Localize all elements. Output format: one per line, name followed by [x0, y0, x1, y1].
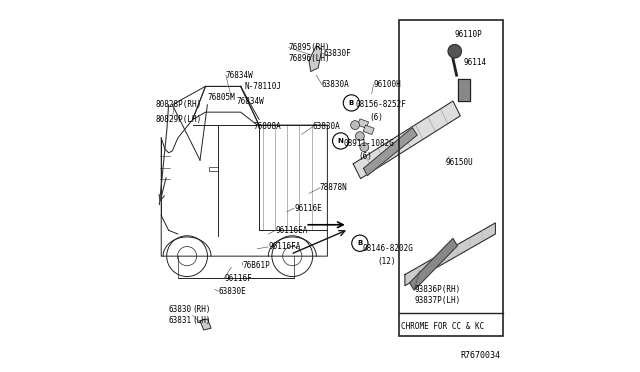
Text: 63830: 63830	[168, 305, 192, 314]
Text: 76805M: 76805M	[207, 93, 235, 102]
Text: 76834W: 76834W	[237, 97, 265, 106]
Circle shape	[351, 121, 360, 129]
Text: 93836P(RH): 93836P(RH)	[414, 285, 460, 294]
Text: N: N	[338, 138, 344, 144]
Text: R7670034: R7670034	[460, 351, 500, 360]
Text: 63830F: 63830F	[324, 49, 351, 58]
Text: 80828P(RH): 80828P(RH)	[156, 100, 202, 109]
Text: 76B61P: 76B61P	[243, 261, 270, 270]
Text: (LH): (LH)	[193, 316, 211, 325]
Text: 78878N: 78878N	[320, 183, 348, 192]
Text: 96116E: 96116E	[294, 203, 322, 213]
Text: 08156-8252F: 08156-8252F	[355, 100, 406, 109]
Text: (6): (6)	[359, 152, 372, 161]
Circle shape	[360, 143, 369, 152]
Text: 96116F: 96116F	[224, 274, 252, 283]
Text: N-78110J: N-78110J	[244, 82, 282, 91]
Polygon shape	[200, 319, 211, 330]
Bar	[399, 20, 503, 336]
Text: (RH): (RH)	[193, 305, 211, 314]
Circle shape	[352, 235, 368, 251]
Polygon shape	[458, 79, 470, 101]
Text: 63830A: 63830A	[322, 80, 349, 89]
Bar	[358, 119, 369, 128]
Polygon shape	[405, 223, 495, 286]
Circle shape	[448, 45, 461, 58]
Text: 96110P: 96110P	[455, 30, 483, 39]
Text: 63830A: 63830A	[312, 122, 340, 131]
Text: 76896(LH): 76896(LH)	[289, 54, 330, 63]
Bar	[363, 125, 374, 135]
Polygon shape	[410, 238, 458, 290]
Text: B: B	[349, 100, 354, 106]
Text: 63831: 63831	[168, 316, 192, 325]
Text: 93837P(LH): 93837P(LH)	[414, 296, 460, 305]
Text: 80829P(LH): 80829P(LH)	[156, 115, 202, 124]
Text: 08146-8202G: 08146-8202G	[362, 244, 413, 253]
Polygon shape	[364, 128, 417, 176]
Text: 63830E: 63830E	[218, 287, 246, 296]
Text: 96116EA: 96116EA	[276, 226, 308, 235]
Circle shape	[355, 132, 364, 141]
Text: (6): (6)	[370, 113, 384, 122]
Text: 76834W: 76834W	[226, 71, 253, 80]
Text: 08911-1082G: 08911-1082G	[344, 139, 395, 148]
Text: 76895(RH): 76895(RH)	[289, 43, 330, 52]
Circle shape	[343, 95, 360, 111]
Text: B: B	[357, 240, 362, 246]
Text: 96150U: 96150U	[445, 157, 474, 167]
Polygon shape	[309, 46, 322, 71]
Bar	[209, 167, 218, 171]
Text: 96116FA: 96116FA	[268, 243, 301, 251]
Text: 76808A: 76808A	[253, 122, 282, 131]
Text: 96100H: 96100H	[374, 80, 401, 89]
Text: (12): (12)	[377, 257, 396, 266]
Circle shape	[333, 133, 349, 149]
Polygon shape	[353, 101, 460, 179]
Text: CHROME FOR CC & KC: CHROME FOR CC & KC	[401, 322, 484, 331]
Text: 96114: 96114	[464, 58, 487, 67]
